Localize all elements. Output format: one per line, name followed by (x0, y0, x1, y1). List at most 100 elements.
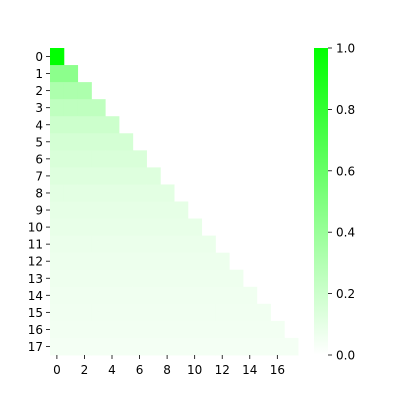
heatmap-cell-1-1 (63, 65, 79, 83)
heatmap-cell-14-2 (77, 286, 92, 305)
y-tick-label: 2 (35, 84, 43, 98)
heatmap-cell-10-4 (105, 218, 120, 237)
heatmap-cell-5-3 (91, 133, 106, 151)
x-tick-label: 4 (108, 363, 116, 377)
heatmap-cell-17-16 (270, 337, 285, 356)
heatmap-cell-16-0 (50, 320, 65, 339)
y-tick-label: 5 (35, 135, 43, 149)
y-tick-label: 3 (35, 101, 43, 115)
heatmap-cells (50, 48, 299, 356)
heatmap-cell-8-1 (63, 184, 79, 202)
heatmap-cell-17-13 (229, 337, 244, 356)
colorbar-tick-label: 1.0 (336, 42, 355, 56)
heatmap-cell-9-3 (91, 201, 106, 220)
heatmap-cell-15-2 (77, 303, 92, 322)
heatmap-cell-15-8 (160, 303, 175, 322)
colorbar (314, 48, 328, 355)
heatmap-cell-6-2 (77, 150, 92, 168)
heatmap-cell-15-10 (187, 303, 203, 322)
heatmap-cell-17-5 (118, 337, 134, 356)
heatmap-cell-5-4 (105, 133, 120, 151)
heatmap-cell-10-5 (118, 218, 134, 237)
heatmap-cell-15-5 (118, 303, 134, 322)
heatmap-cell-16-11 (201, 320, 216, 339)
heatmap-cell-12-8 (160, 252, 175, 271)
heatmap-cell-9-6 (132, 201, 147, 220)
heatmap-cell-15-13 (229, 303, 244, 322)
heatmap-cell-11-10 (187, 235, 203, 254)
heatmap-cell-15-15 (256, 303, 271, 322)
heatmap-cell-10-7 (146, 218, 161, 237)
heatmap-cell-14-4 (105, 286, 120, 305)
heatmap-cell-7-2 (77, 167, 92, 185)
heatmap-cell-6-1 (63, 150, 79, 168)
y-tick-label: 11 (28, 238, 43, 252)
heatmap-cell-11-3 (91, 235, 106, 254)
heatmap-cell-17-14 (242, 337, 258, 356)
heatmap-cell-11-11 (201, 235, 216, 254)
heatmap-cell-17-0 (50, 337, 65, 356)
heatmap-cell-15-3 (91, 303, 106, 322)
heatmap-cell-17-15 (256, 337, 271, 356)
heatmap-cell-13-4 (105, 269, 120, 288)
y-tick-label: 13 (28, 272, 43, 286)
heatmap-cell-17-9 (174, 337, 189, 356)
heatmap-cell-14-8 (160, 286, 175, 305)
y-tick-label: 15 (28, 306, 43, 320)
heatmap-cell-12-12 (215, 252, 230, 271)
heatmap-cell-14-14 (242, 286, 258, 305)
heatmap-cell-13-0 (50, 269, 65, 288)
heatmap-cell-2-1 (63, 82, 79, 100)
heatmap-cell-12-9 (174, 252, 189, 271)
colorbar-tick-label: 0.8 (336, 103, 355, 117)
heatmap-cell-15-11 (201, 303, 216, 322)
heatmap-cell-13-6 (132, 269, 147, 288)
heatmap-cell-14-9 (174, 286, 189, 305)
heatmap-cell-11-4 (105, 235, 120, 254)
heatmap-cell-17-8 (160, 337, 175, 356)
colorbar-gradient (314, 48, 328, 355)
heatmap-cell-9-9 (174, 201, 189, 220)
heatmap-cell-10-10 (187, 218, 203, 237)
heatmap-cell-5-1 (63, 133, 79, 151)
heatmap-cell-16-5 (118, 320, 134, 339)
heatmap-cell-11-8 (160, 235, 175, 254)
heatmap-cell-17-2 (77, 337, 92, 356)
heatmap-cell-9-5 (118, 201, 134, 220)
x-tick-label: 10 (187, 363, 202, 377)
heatmap-cell-13-11 (201, 269, 216, 288)
heatmap-cell-5-5 (118, 133, 134, 151)
x-tick-label: 12 (215, 363, 230, 377)
heatmap-cell-6-4 (105, 150, 120, 168)
y-tick-label: 0 (35, 50, 43, 64)
heatmap-cell-12-7 (146, 252, 161, 271)
heatmap-cell-3-0 (50, 99, 65, 117)
colorbar-ticks: 0.0 0.2 0.4 0.6 0.8 1.0 (328, 42, 355, 363)
heatmap-cell-10-0 (50, 218, 65, 237)
heatmap-cell-3-2 (77, 99, 92, 117)
colorbar-tick-label: 0.6 (336, 164, 355, 178)
heatmap-cell-14-10 (187, 286, 203, 305)
heatmap-cell-8-7 (146, 184, 161, 202)
heatmap-cell-17-1 (63, 337, 79, 356)
heatmap-cell-11-7 (146, 235, 161, 254)
heatmap-cell-11-2 (77, 235, 92, 254)
heatmap-cell-4-1 (63, 116, 79, 134)
heatmap-cell-10-1 (63, 218, 79, 237)
heatmap-cell-8-8 (160, 184, 175, 202)
y-tick-label: 12 (28, 255, 43, 269)
heatmap-cell-8-6 (132, 184, 147, 202)
y-tick-label: 14 (28, 289, 43, 303)
y-tick-label: 8 (35, 186, 43, 200)
heatmap-cell-13-9 (174, 269, 189, 288)
heatmap-cell-3-3 (91, 99, 106, 117)
heatmap-cell-14-13 (229, 286, 244, 305)
heatmap-cell-7-4 (105, 167, 120, 185)
heatmap-cell-6-0 (50, 150, 65, 168)
heatmap-cell-16-4 (105, 320, 120, 339)
heatmap-cell-11-9 (174, 235, 189, 254)
heatmap-cell-14-5 (118, 286, 134, 305)
heatmap-cell-16-1 (63, 320, 79, 339)
